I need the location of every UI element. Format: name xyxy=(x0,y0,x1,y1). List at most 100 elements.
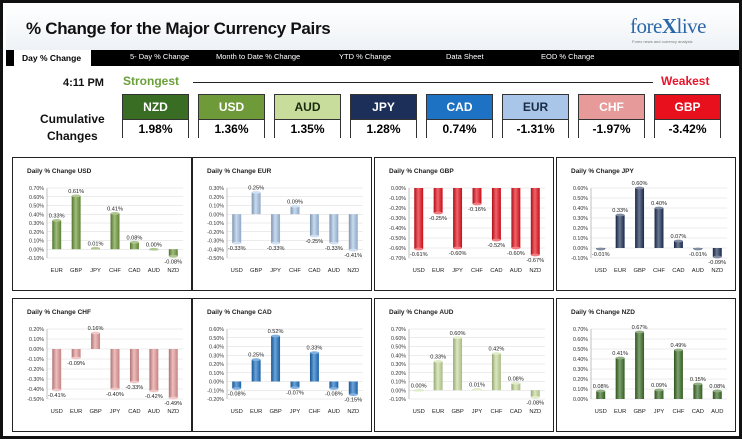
bar-chf xyxy=(472,188,482,204)
bar-gbp xyxy=(251,192,261,215)
data-label: -0.33% xyxy=(228,246,246,252)
tab-bar: Day % Change 5- Day % Change Month to Da… xyxy=(6,50,739,66)
bar-cap xyxy=(71,356,81,360)
y-tick-label: 0.10% xyxy=(209,204,224,210)
y-tick-label: 0.20% xyxy=(29,230,44,236)
y-tick-label: -0.10% xyxy=(27,256,44,262)
data-label: 0.52% xyxy=(268,329,284,335)
x-tick-label: NZD xyxy=(529,409,541,415)
data-label: -0.08% xyxy=(164,259,182,265)
y-tick-label: -0.50% xyxy=(207,256,224,262)
data-label: -0.15% xyxy=(344,398,362,404)
y-tick-label: -0.50% xyxy=(27,397,44,403)
x-tick-label: EUR xyxy=(432,268,444,274)
bar-eur xyxy=(251,359,261,382)
bar-nzd xyxy=(168,249,178,257)
currency-name: JPY xyxy=(351,95,416,119)
chart-title: Daily % Change GBP xyxy=(389,168,454,175)
bar-jpy xyxy=(290,381,300,388)
x-tick-label: EUR xyxy=(70,409,82,415)
currency-value: 1.36% xyxy=(199,119,264,138)
data-label: 0.40% xyxy=(651,201,667,207)
x-tick-label: EUR xyxy=(432,409,444,415)
y-tick-label: 0.00% xyxy=(209,380,224,386)
y-tick-label: -0.50% xyxy=(389,236,406,242)
data-label: -0.40% xyxy=(106,392,124,398)
bar-aud xyxy=(329,381,339,389)
tab-month-to-date-change[interactable]: Month to Date % Change xyxy=(216,52,301,61)
x-tick-label: AUD xyxy=(711,409,723,415)
bar-eur xyxy=(52,220,62,250)
data-label: 0.25% xyxy=(248,353,264,359)
bar-cap xyxy=(596,389,606,393)
y-tick-label: -0.20% xyxy=(389,206,406,212)
y-tick-label: 0.10% xyxy=(573,236,588,242)
y-tick-label: 0.60% xyxy=(573,186,588,192)
bar-cap xyxy=(168,396,178,400)
bar-gbp xyxy=(635,188,645,248)
bar-cad xyxy=(309,214,319,237)
tab-day-change[interactable]: Day % Change xyxy=(14,50,92,66)
y-tick-label: -0.60% xyxy=(389,246,406,252)
bar-cap xyxy=(693,382,703,386)
x-tick-label: USD xyxy=(231,409,243,415)
x-tick-label: USD xyxy=(595,409,607,415)
currency-value: 1.98% xyxy=(123,119,188,138)
tab-ytd-change[interactable]: YTD % Change xyxy=(339,52,392,61)
bar-chart: Daily % Change EUR 0.30% 0.20% 0.10% 0.00% -0… xyxy=(207,168,363,274)
weakest-label: Weakest xyxy=(661,74,710,88)
bar-eur xyxy=(615,215,625,248)
bar-cap xyxy=(453,246,463,250)
forexlive-logo[interactable]: foreXlive Forex news and currency analys… xyxy=(630,14,720,46)
x-tick-label: CHF xyxy=(308,409,320,415)
y-tick-label: 0.30% xyxy=(209,353,224,359)
x-tick-label: USD xyxy=(231,268,243,274)
bar-cap xyxy=(673,239,683,243)
bar-chart: Daily % Change USD 0.70% 0.60% 0.50% 0.40% 0.… xyxy=(27,168,183,274)
y-tick-label: 0.30% xyxy=(29,221,44,227)
data-label: -0.01% xyxy=(592,252,610,258)
bar-cap xyxy=(251,190,261,194)
y-tick-label: -0.20% xyxy=(27,367,44,373)
bar-cap xyxy=(251,358,261,362)
tab-5-day-change[interactable]: 5- Day % Change xyxy=(130,52,190,61)
bar-cad xyxy=(693,384,703,399)
y-tick-label: 0.40% xyxy=(29,212,44,218)
currency-box-usd: USD 1.36% xyxy=(198,94,265,138)
logo-part-live: live xyxy=(676,14,706,38)
bar-gbp xyxy=(71,195,81,250)
x-tick-label: GBP xyxy=(451,409,463,415)
bar-cap xyxy=(168,254,178,258)
y-tick-label: 0.60% xyxy=(29,195,44,201)
data-label: -0.60% xyxy=(507,251,525,257)
y-tick-label: 0.20% xyxy=(29,327,44,333)
data-label: 0.33% xyxy=(612,208,628,214)
chart-title: Daily % Change CAD xyxy=(207,309,272,316)
bar-cap xyxy=(129,240,139,244)
logo-part-x: X xyxy=(661,14,677,38)
x-tick-label: AUD xyxy=(148,409,160,415)
bar-cap xyxy=(129,380,139,384)
data-label: 0.09% xyxy=(287,199,303,205)
y-tick-label: 0.00% xyxy=(573,397,588,403)
chart-panel-jpy: Daily % Change JPY 0.60% 0.50% 0.40% 0.30% 0.… xyxy=(556,157,736,291)
data-label: -0.33% xyxy=(325,246,343,252)
bar-cap xyxy=(348,393,358,397)
bar-aud xyxy=(712,391,722,399)
bar-cap xyxy=(329,241,339,245)
y-tick-label: 0.30% xyxy=(391,362,406,368)
data-label: 0.33% xyxy=(49,213,65,219)
bar-cap xyxy=(712,389,722,393)
data-label: 0.33% xyxy=(430,354,446,360)
x-tick-label: CAD xyxy=(128,268,140,274)
bar-cap xyxy=(654,388,664,392)
x-tick-label: GBP xyxy=(70,268,82,274)
tab-data-sheet[interactable]: Data Sheet xyxy=(446,52,484,61)
data-label: 0.16% xyxy=(88,326,104,332)
y-tick-label: 0.60% xyxy=(391,336,406,342)
bar-cad xyxy=(129,242,139,250)
tab-eod-change[interactable]: EOD % Change xyxy=(541,52,595,61)
data-label: 0.33% xyxy=(306,346,322,352)
y-tick-label: 0.40% xyxy=(573,357,588,363)
bar-cap xyxy=(472,202,482,206)
